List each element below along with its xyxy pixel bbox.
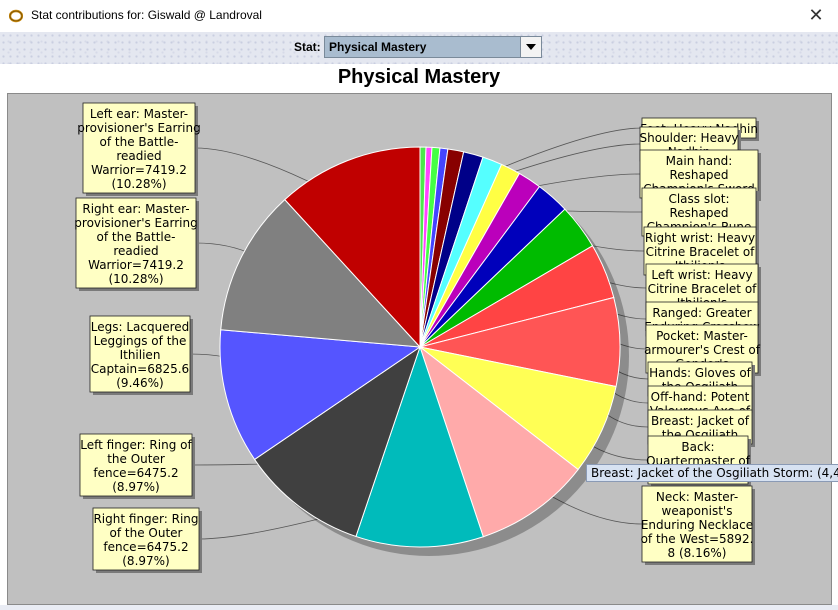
- label-text: Left wrist: Heavy: [651, 268, 752, 282]
- label-text: Left finger: Ring of: [80, 438, 192, 452]
- label-text: Back:: [681, 440, 714, 454]
- chart-title: Physical Mastery: [337, 66, 501, 88]
- pie-slice[interactable]: [253, 345, 421, 538]
- label-text: readied: [116, 149, 161, 163]
- label-text: 8 (8.16%): [668, 546, 727, 560]
- label-text: Warrior=7419.2: [91, 163, 187, 177]
- label-text: Shoulder: Heavy: [639, 131, 738, 145]
- title-bar: Stat contributions for: Giswald @ Landro…: [0, 0, 838, 33]
- stat-select[interactable]: Physical Mastery: [324, 36, 542, 58]
- label-box: [89, 315, 191, 393]
- pie-slice[interactable]: [220, 198, 422, 348]
- label-text: of the Outer: [110, 526, 183, 540]
- label-text: Leggings of the: [94, 334, 187, 348]
- label-box: [641, 485, 753, 563]
- stat-select-value: Physical Mastery: [329, 40, 427, 54]
- label-text: of the West=5892.: [641, 532, 754, 546]
- label-text: Citrine Bracelet of: [646, 245, 756, 259]
- label-box: [82, 102, 196, 194]
- slice-label-box: Right ear: Master-provisioner's Earringo…: [74, 197, 199, 291]
- label-text: fence=6475.2: [93, 466, 178, 480]
- label-text: (10.28%): [108, 272, 163, 286]
- label-text: Ranged: Greater: [652, 306, 751, 320]
- chart-plot-area: Left ear: Master-provisioner's Earring of…: [7, 93, 832, 605]
- slice-tooltip: Breast: Jacket of the Osgiliath Storm: (…: [586, 464, 838, 482]
- label-text: provisioner's Earring: [74, 216, 197, 230]
- label-text: Citrine Bracelet of: [648, 282, 758, 296]
- label-text: Right wrist: Heavy: [645, 231, 755, 245]
- label-text: readied: [113, 244, 158, 258]
- label-text: Right finger: Ring: [93, 512, 198, 526]
- label-text: armourer's Crest of: [644, 343, 761, 357]
- label-text: provisioner's Earring: [77, 121, 200, 135]
- label-box: [92, 507, 200, 571]
- label-text: Ithilien: [120, 348, 161, 362]
- slice-label-box: Left ear: Master-provisioner's Earringof…: [77, 102, 201, 196]
- label-text: the Outer: [107, 452, 165, 466]
- label-text: Left ear: Master-: [90, 107, 188, 121]
- close-button[interactable]: ✕: [794, 0, 838, 32]
- label-text: fence=6475.2: [103, 540, 188, 554]
- pie-slice[interactable]: [284, 146, 421, 349]
- label-text: Reshaped: [669, 168, 728, 182]
- window-bottom-edge: [0, 605, 838, 610]
- chevron-down-icon: [526, 44, 536, 50]
- label-text: of the Battle-: [97, 230, 176, 244]
- label-text: Legs: Lacquered: [91, 320, 190, 334]
- label-text: Pocket: Master-: [656, 329, 748, 343]
- pie-chart: Left ear: Master-provisioner's Earringof…: [74, 102, 761, 573]
- label-text: Off-hand: Potent: [651, 390, 750, 404]
- label-text: weaponist's: [662, 504, 733, 518]
- app-ring-icon: [9, 9, 23, 23]
- pie-slice[interactable]: [219, 329, 422, 461]
- pie-slice[interactable]: [419, 345, 579, 538]
- label-text: Main hand:: [666, 154, 733, 168]
- label-text: (8.97%): [112, 480, 159, 494]
- stat-label: Stat:: [294, 40, 321, 54]
- stat-select-arrow-button[interactable]: [520, 37, 541, 57]
- label-text: Captain=6825.6: [91, 362, 189, 376]
- label-text: (9.46%): [116, 376, 163, 390]
- label-text: Neck: Master-: [656, 490, 738, 504]
- close-icon: ✕: [808, 5, 824, 26]
- label-text: Enduring Necklace: [641, 518, 753, 532]
- label-box: [75, 197, 197, 289]
- label-box: [79, 433, 193, 497]
- window-title: Stat contributions for: Giswald @ Landro…: [31, 8, 262, 22]
- label-text: of the Battle-: [100, 135, 179, 149]
- label-text: Warrior=7419.2: [88, 258, 184, 272]
- label-text: Right ear: Master-: [82, 202, 189, 216]
- label-text: Reshaped: [669, 206, 728, 220]
- label-text: Hands: Gloves of: [649, 366, 752, 380]
- label-text: Breast: Jacket of: [651, 414, 750, 428]
- pie-slice[interactable]: [355, 345, 484, 548]
- stat-toolbar: Stat: Physical Mastery: [0, 32, 838, 64]
- label-text: (10.28%): [111, 177, 166, 191]
- label-text: (8.97%): [122, 554, 169, 568]
- label-text: Class slot:: [668, 192, 729, 206]
